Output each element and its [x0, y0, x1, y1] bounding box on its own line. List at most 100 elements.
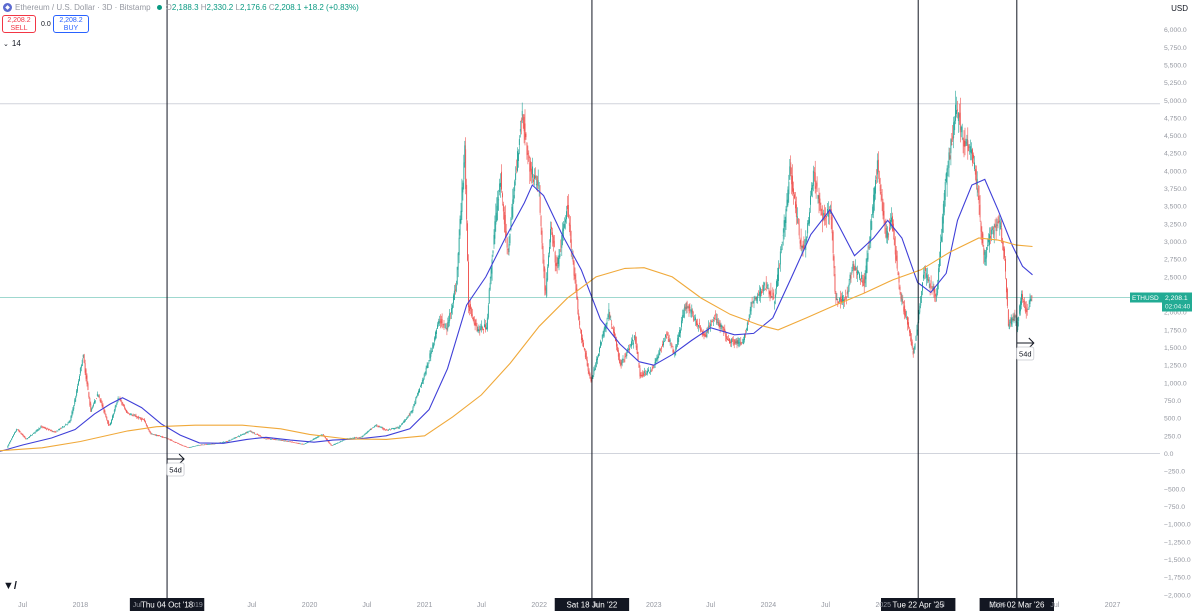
candle-body — [97, 395, 99, 397]
candle-body — [191, 446, 192, 448]
candle-body — [911, 341, 913, 348]
candle-body — [994, 224, 996, 227]
candle-body — [836, 298, 838, 301]
candle-body — [159, 435, 160, 437]
candle-body — [788, 181, 790, 195]
candle-body — [945, 173, 947, 182]
candle-body — [41, 426, 43, 427]
candle-body — [354, 437, 355, 439]
candle-body — [34, 431, 36, 433]
candle-body — [519, 129, 521, 132]
candle-body — [372, 427, 373, 429]
sell-button[interactable]: 2,208.2 SELL — [2, 15, 36, 33]
y-tick-label: −250.0 — [1164, 469, 1185, 476]
candle-body — [529, 162, 531, 172]
candle-body — [274, 439, 276, 440]
candle-body — [120, 398, 122, 401]
candle-body — [687, 307, 689, 309]
symbol-tag — [1130, 292, 1162, 303]
candle-body — [883, 210, 885, 221]
candle-body — [609, 314, 611, 318]
candle-body — [757, 294, 759, 298]
candle-body — [978, 195, 980, 204]
candle-body — [335, 443, 337, 445]
candle-body — [177, 442, 178, 444]
candle-body — [987, 245, 989, 246]
candle-body — [57, 430, 59, 432]
candle-body — [697, 325, 699, 327]
candle-body — [962, 138, 964, 139]
candle-body — [559, 253, 561, 257]
candle-body — [764, 289, 766, 290]
candle-body — [858, 271, 859, 273]
candle-body — [436, 329, 437, 334]
y-tick-label: 5,250.0 — [1164, 80, 1187, 87]
low-value: 2,176.6 — [239, 2, 267, 12]
candle-body — [618, 353, 620, 362]
candle-body — [359, 437, 361, 439]
candle-body — [387, 430, 388, 431]
candle-body — [330, 444, 332, 446]
candle-body — [995, 226, 997, 231]
candle-body — [632, 342, 634, 345]
x-tick-label: Jul — [706, 602, 715, 609]
indicator-toggle[interactable]: ⌄ 14 — [3, 39, 21, 48]
y-tick-label: 2,000.0 — [1164, 310, 1187, 317]
candle-body — [391, 428, 393, 429]
candle-body — [415, 398, 417, 404]
candle-body — [920, 296, 922, 306]
candle-body — [280, 440, 282, 441]
candle-body — [558, 255, 560, 267]
symbol-title[interactable]: Ethereum / U.S. Dollar · 3D · Bitstamp — [15, 2, 151, 12]
candle-body — [794, 194, 795, 199]
candle-body — [807, 223, 809, 234]
candle-body — [331, 445, 333, 446]
candle-body — [654, 361, 656, 366]
candle-body — [708, 325, 710, 329]
candle-body — [854, 268, 856, 270]
candle-body — [711, 321, 712, 322]
x-tick-label: Jul — [18, 602, 27, 609]
candle-body — [46, 428, 47, 430]
candle-body — [307, 442, 308, 443]
candle-body — [339, 442, 340, 443]
tradingview-logo-icon: ▼/ — [3, 580, 17, 592]
candle-body — [435, 332, 436, 339]
candle-body — [535, 175, 536, 179]
candle-body — [253, 432, 255, 434]
candle-body — [55, 431, 57, 433]
candle-body — [197, 445, 199, 446]
candle-body — [271, 439, 273, 440]
candle-body — [1027, 309, 1029, 310]
candle-body — [746, 322, 748, 331]
candle-body — [138, 417, 140, 419]
candle-body — [442, 323, 444, 325]
open-label: O — [165, 2, 172, 12]
candle-body — [699, 325, 701, 330]
candle-body — [69, 420, 71, 423]
x-tick-label: Jul — [477, 602, 486, 609]
candle-body — [646, 373, 647, 375]
candle-body — [15, 429, 17, 432]
candle-body — [908, 322, 909, 328]
candle-body — [990, 235, 991, 239]
currency-label[interactable]: USD — [1171, 4, 1188, 13]
candle-body — [462, 182, 464, 193]
candle-body — [956, 110, 957, 114]
candle-body — [881, 194, 883, 201]
candle-body — [33, 432, 35, 434]
candle-body — [192, 446, 193, 448]
arrow-head-icon — [178, 453, 185, 465]
candle-body — [81, 359, 83, 366]
candle-body — [981, 231, 983, 243]
y-tick-label: 3,250.0 — [1164, 221, 1187, 228]
buy-label: BUY — [63, 25, 79, 32]
marker-date-badge — [881, 598, 956, 611]
candle-body — [841, 299, 842, 303]
candle-body — [767, 285, 769, 287]
candle-body — [930, 280, 932, 284]
candle-body — [587, 363, 589, 371]
candle-body — [549, 247, 550, 254]
buy-button[interactable]: 2,208.2 BUY — [53, 15, 89, 33]
